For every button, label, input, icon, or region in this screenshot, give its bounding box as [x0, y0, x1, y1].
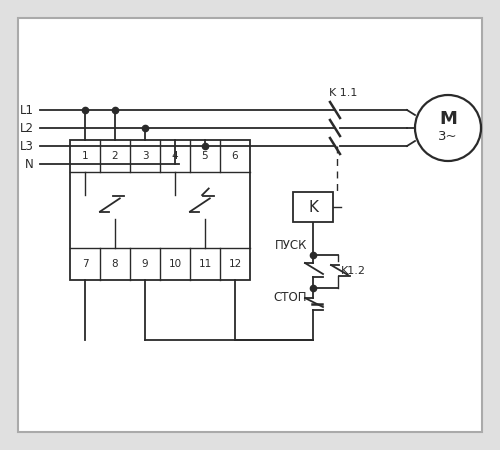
Text: 7: 7 [82, 259, 88, 269]
Text: 5: 5 [202, 151, 208, 161]
Text: 12: 12 [228, 259, 241, 269]
Text: M: M [439, 110, 457, 128]
Text: L2: L2 [20, 122, 34, 135]
Text: 10: 10 [168, 259, 181, 269]
Text: N: N [25, 158, 34, 171]
Text: 9: 9 [142, 259, 148, 269]
Bar [70, 140, 250, 280]
Bar [293, 192, 333, 222]
Text: СТОП: СТОП [274, 291, 307, 304]
Text: 4: 4 [172, 151, 178, 161]
Text: 3: 3 [142, 151, 148, 161]
Text: 3~: 3~ [438, 130, 458, 144]
Text: 1: 1 [82, 151, 88, 161]
Text: 11: 11 [198, 259, 211, 269]
Text: 6: 6 [232, 151, 238, 161]
Text: L1: L1 [20, 104, 34, 117]
Text: L3: L3 [20, 140, 34, 153]
Text: ПУСК: ПУСК [274, 239, 307, 252]
Text: 2: 2 [112, 151, 118, 161]
Text: K: K [308, 199, 318, 215]
Text: 8: 8 [112, 259, 118, 269]
Text: K 1.1: K 1.1 [329, 88, 358, 98]
Text: K1.2: K1.2 [341, 266, 366, 276]
